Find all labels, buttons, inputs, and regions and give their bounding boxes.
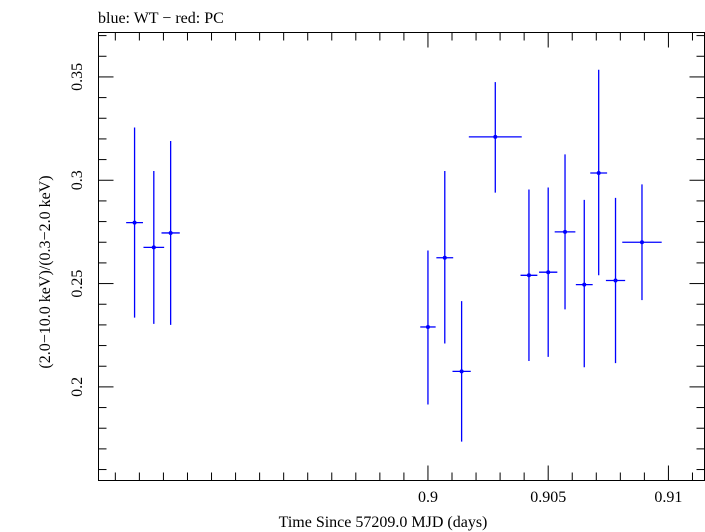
y-tick-label: 0.3 bbox=[69, 170, 86, 190]
axis-ticks bbox=[98, 32, 705, 481]
data-point bbox=[436, 170, 454, 344]
data-point bbox=[468, 82, 522, 193]
y-tick-label: 0.25 bbox=[69, 270, 86, 298]
data-point bbox=[554, 154, 576, 310]
x-axis-label: Time Since 57209.0 MJD (days) bbox=[279, 514, 488, 531]
data-point bbox=[575, 199, 593, 368]
data-point bbox=[622, 184, 662, 301]
data-point bbox=[539, 187, 558, 357]
data-marker bbox=[526, 273, 531, 278]
data-marker bbox=[151, 245, 156, 250]
x-tick-label: 0.905 bbox=[530, 489, 566, 506]
data-marker bbox=[442, 255, 447, 260]
data-marker bbox=[639, 240, 644, 245]
data-point bbox=[126, 127, 143, 318]
axis-tick-labels: 0.9 0.905 0.91 0.2 0.25 0.3 0.35 bbox=[69, 63, 682, 506]
data-point bbox=[590, 69, 608, 276]
data-point bbox=[605, 197, 626, 364]
data-marker bbox=[582, 282, 587, 287]
plot-frame bbox=[98, 32, 705, 481]
data-series bbox=[126, 69, 662, 442]
data-marker bbox=[596, 171, 601, 176]
data-point bbox=[420, 250, 436, 405]
x-tick-label: 0.91 bbox=[654, 489, 682, 506]
data-marker bbox=[563, 229, 568, 234]
data-marker bbox=[459, 369, 464, 374]
x-tick-label: 0.9 bbox=[418, 489, 438, 506]
data-point bbox=[161, 140, 180, 325]
data-marker bbox=[425, 324, 430, 329]
data-marker bbox=[613, 278, 618, 283]
data-marker bbox=[546, 270, 551, 275]
data-point bbox=[520, 189, 538, 362]
data-marker bbox=[132, 220, 137, 225]
y-axis-label: (2.0−10.0 keV)/(0.3−2.0 keV) bbox=[37, 175, 54, 368]
data-point bbox=[452, 301, 471, 442]
y-tick-label: 0.35 bbox=[69, 63, 86, 91]
data-marker bbox=[168, 230, 173, 235]
data-marker bbox=[493, 134, 498, 139]
chart-title: blue: WT − red: PC bbox=[98, 10, 224, 27]
y-tick-label: 0.2 bbox=[69, 377, 86, 397]
data-point bbox=[143, 170, 165, 324]
